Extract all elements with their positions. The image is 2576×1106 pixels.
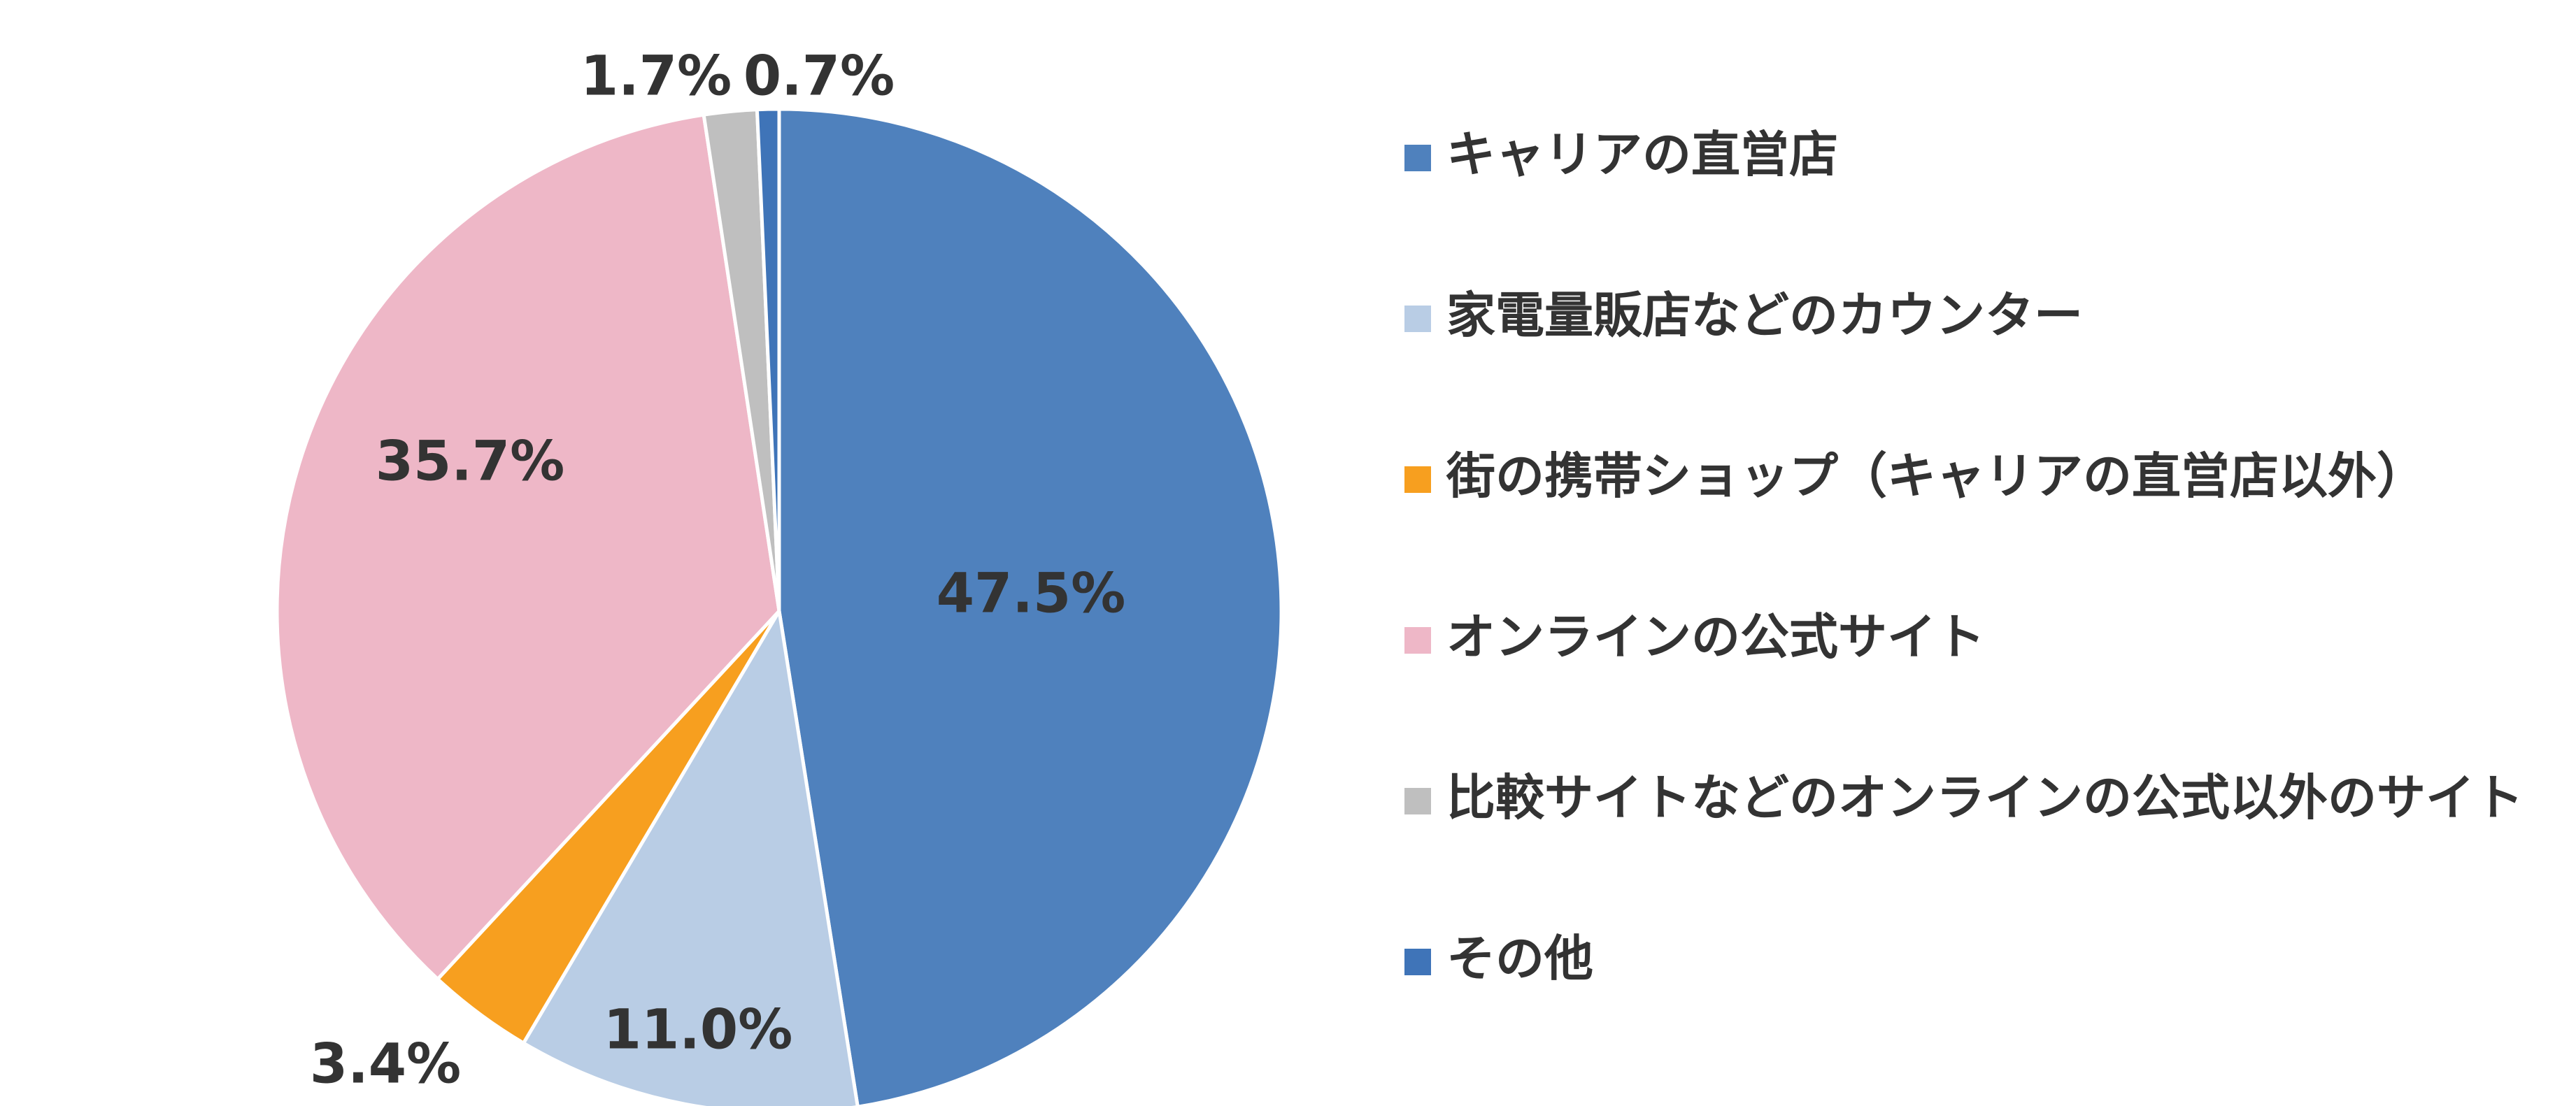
legend-label: 比較サイトなどのオンラインの公式以外のサイト xyxy=(1446,769,2524,826)
legend-label: 街の携帯ショップ（キャリアの直営店以外） xyxy=(1446,447,2426,505)
legend-marker xyxy=(1404,306,1431,332)
legend-marker xyxy=(1404,627,1431,654)
pie-slice xyxy=(755,107,781,612)
legend-label: オンラインの公式サイト xyxy=(1446,608,1985,666)
legend-label: 家電量販店などのカウンター xyxy=(1446,287,2083,344)
pie-slice xyxy=(275,113,781,982)
data-label: 0.7% xyxy=(743,45,895,108)
data-label: 35.7% xyxy=(376,430,565,493)
legend-marker xyxy=(1404,145,1431,171)
pie-slice xyxy=(521,605,860,1106)
data-label: 47.5% xyxy=(937,562,1126,625)
legend-marker xyxy=(1404,949,1431,975)
legend-marker xyxy=(1404,466,1431,493)
legend-label: その他 xyxy=(1446,930,1593,987)
pie-slice xyxy=(777,107,1283,1106)
data-label: 3.4% xyxy=(310,1033,461,1096)
data-label: 1.7% xyxy=(581,45,732,108)
legend-marker xyxy=(1404,788,1431,814)
data-label: 11.0% xyxy=(604,998,793,1061)
legend-label: キャリアの直営店 xyxy=(1446,126,1838,183)
